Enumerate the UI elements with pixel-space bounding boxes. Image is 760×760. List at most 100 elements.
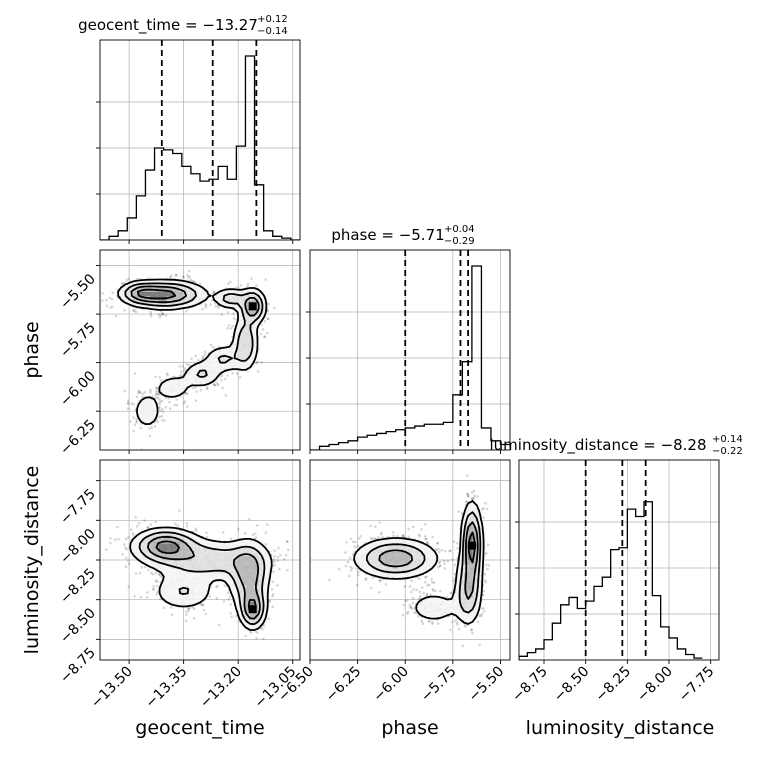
scatter-point [427,619,431,622]
density-cell [175,291,180,297]
density-cell [141,555,147,561]
scatter-point [377,590,381,594]
scatter-point [192,386,195,390]
density-cell [237,547,242,552]
density-cell [179,551,184,557]
density-cell [137,539,142,544]
scatter-point [410,579,414,583]
density-cell [166,287,172,292]
scatter-point [155,580,159,583]
scatter-point [145,595,149,599]
density-cell [162,387,167,392]
density-cell [241,329,247,334]
density-cell [195,555,201,561]
density-cell [250,551,255,557]
scatter-point [273,306,276,310]
peak-marker [248,302,257,311]
scatter-point [270,587,274,591]
scatter-point [165,372,169,375]
scatter-point [264,542,268,546]
density-cell [250,308,255,313]
scatter-point [217,306,220,309]
scatter-point [134,417,138,421]
scatter-point [132,308,135,312]
density-cell [179,291,184,297]
scatter-point [410,607,414,610]
density-cell [200,366,205,372]
density-cell [150,555,155,561]
density-cell [204,576,209,582]
density-cell [208,560,213,565]
density-cell [204,291,209,297]
density-cell [245,329,251,334]
scatter-point [199,388,203,392]
density-cell [191,576,197,582]
density-cell [158,547,163,552]
density-cell [225,564,230,569]
density-cell [241,304,247,309]
density-cell [245,576,251,582]
scatter-point [266,317,270,321]
scatter-point [263,320,267,323]
scatter-point [486,567,489,571]
density-cell [175,568,180,573]
scatter-point [229,537,233,540]
density-cell [179,589,184,594]
scatter-point [212,290,216,293]
density-cell [195,539,201,544]
scatter-point [192,617,196,620]
density-cell [262,547,267,552]
density-cell [129,295,134,301]
density-cell [229,350,234,355]
scatter-point [227,591,230,595]
density-cell [237,291,242,297]
scatter-point [138,390,141,394]
density-cell [229,580,234,586]
density-cell [258,300,263,305]
density-cell [237,312,242,317]
scatter-point [431,535,434,539]
density-cell [258,572,263,577]
density-cell [191,375,197,380]
density-cell [250,358,255,363]
density-cell [220,350,226,355]
density-cell [166,383,172,388]
density-cell [170,589,176,594]
density-cell [187,589,192,594]
scatter-point [416,614,420,618]
density-cell [212,366,217,372]
scatter-point [155,386,158,390]
density-cell [191,585,197,590]
scatter-point [146,526,150,529]
density-cell [200,585,205,590]
density-cell [170,295,176,301]
density-cell [179,530,184,536]
scatter-point [277,567,281,571]
density-cell [170,585,176,590]
scatter-point [149,523,152,526]
scatter-point [276,555,280,559]
density-cell [141,408,147,413]
density-cell [245,362,251,367]
scatter-point [465,500,468,503]
contour-line [136,288,177,300]
density-cell [262,589,267,594]
density-cell [175,283,180,288]
scatter-point [480,612,484,616]
scatter-point [204,304,208,307]
scatter-point [405,612,409,615]
density-cell [187,539,192,544]
scatter-point [159,379,163,382]
scatter-point [264,531,268,534]
density-cell [145,400,151,405]
scatter-point [201,604,205,607]
contour-line [129,526,273,631]
scatter-point [185,524,189,528]
density-cell [200,576,205,582]
density-cell [175,391,180,397]
scatter-point [268,599,271,603]
scatter-point [133,595,136,598]
density-cell [233,568,238,573]
density-cell [170,576,176,582]
scatter-point [255,361,259,365]
